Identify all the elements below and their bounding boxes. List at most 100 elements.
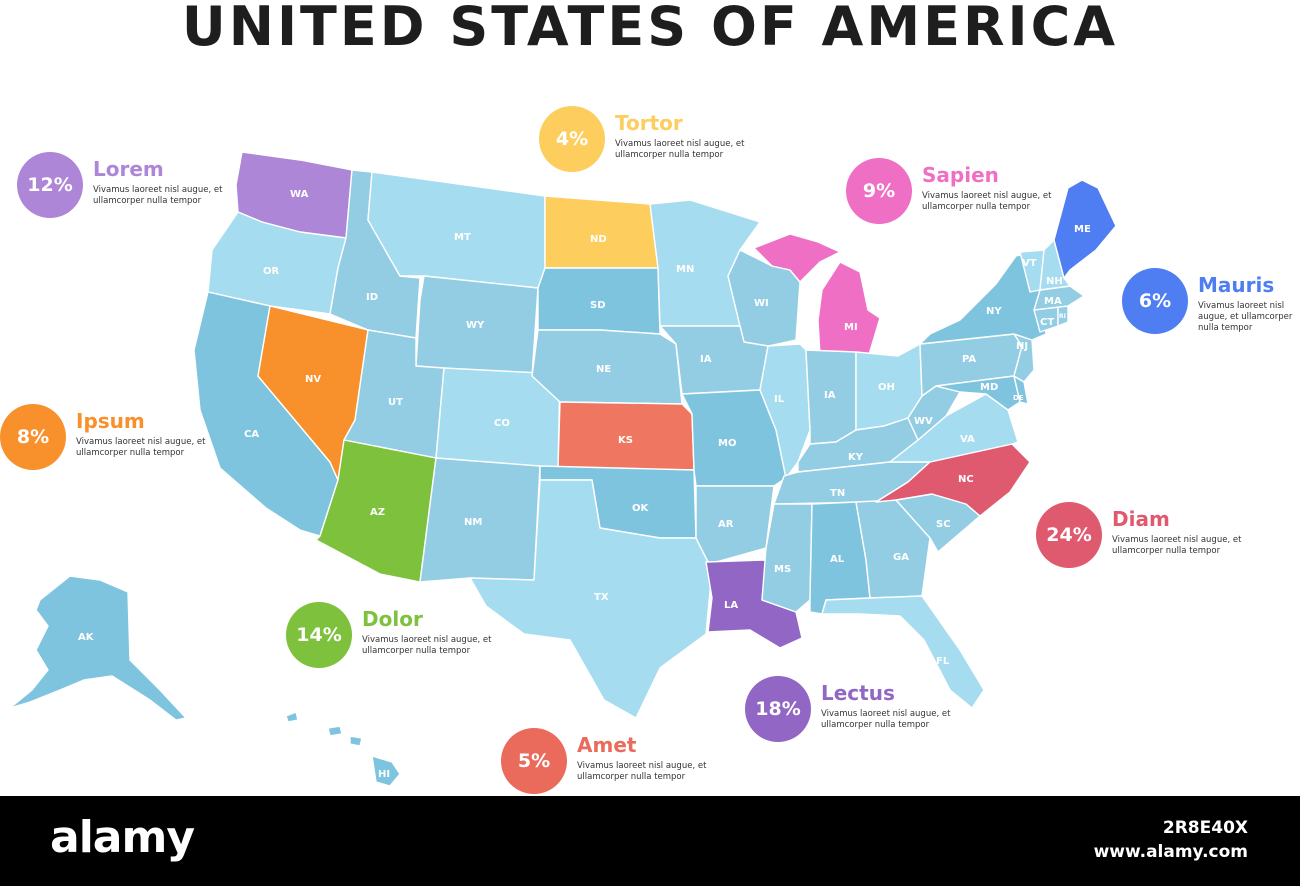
state-label-ok: OK [632,503,650,514]
callout-sapien-percent: 9% [846,158,912,224]
callout-mauris-desc: Vivamus laoreet nisl augue, et ullamcorp… [1198,301,1293,333]
state-label-wi: WI [754,298,769,309]
state-in[interactable]: IA [805,349,857,445]
state-label-nv: NV [305,374,321,385]
state-label-mn: MN [676,264,694,275]
state-label-nj: NJ [1016,341,1028,352]
state-label-ct: CT [1040,317,1054,328]
state-label-ks: KS [618,435,633,446]
state-wy[interactable]: WY [415,275,539,377]
state-me[interactable]: ME [1053,179,1117,279]
callout-amet-label: Amet [577,733,637,757]
state-label-de: DE [1013,394,1024,402]
callout-sapien-label: Sapien [922,163,999,187]
state-ks[interactable]: KS [557,401,695,471]
state-label-id: ID [366,292,378,303]
callout-lorem-label: Lorem [93,157,164,181]
state-label-ca: CA [244,429,259,440]
state-label-ms: MS [774,564,791,575]
us-map: WA OR CA ID NV MT WY UT CO AZ NM ND SD N… [9,151,1117,787]
state-label-wa: WA [290,189,309,200]
state-tx[interactable]: TX [469,479,713,719]
state-nd[interactable]: ND [544,195,659,269]
state-label-al: AL [830,554,845,565]
state-label-vt: VT [1022,258,1037,269]
footer-image-id: 2R8E40X [1162,818,1248,838]
callout-tortor: 4% Tortor Vivamus laoreet nisl augue, et… [539,106,769,176]
state-label-nc: NC [958,474,974,485]
callout-ipsum: 8% Ipsum Vivamus laoreet nisl augue, et … [0,404,230,474]
callout-sapien: 9% Sapien Vivamus laoreet nisl augue, et… [846,158,1076,228]
state-label-ny: NY [986,306,1002,317]
footer-bar [0,796,1300,886]
state-label-ut: UT [388,397,403,408]
state-label-nm: NM [464,517,482,528]
state-label-in: IA [824,390,836,401]
state-label-or: OR [263,266,280,277]
callout-mauris-percent: 6% [1122,268,1188,334]
state-label-ri: RI [1059,313,1066,320]
callout-lectus-desc: Vivamus laoreet nisl augue, et ullamcorp… [821,709,951,730]
state-hi[interactable]: HI [285,711,401,787]
callout-ipsum-desc: Vivamus laoreet nisl augue, et ullamcorp… [76,437,206,458]
callout-sapien-desc: Vivamus laoreet nisl augue, et ullamcorp… [922,191,1052,212]
callout-amet-desc: Vivamus laoreet nisl augue, et ullamcorp… [577,761,707,782]
state-label-co: CO [494,418,510,429]
callout-ipsum-label: Ipsum [76,409,145,433]
callout-diam-label: Diam [1112,507,1170,531]
callout-dolor-desc: Vivamus laoreet nisl augue, et ullamcorp… [362,635,492,656]
footer-logo: alamy [50,812,195,863]
state-label-ia: IA [700,354,712,365]
callout-lectus-label: Lectus [821,681,895,705]
state-fl[interactable]: FL [821,595,985,709]
state-label-ar: AR [718,519,734,530]
state-label-la: LA [724,600,738,611]
state-label-nh: NH [1046,276,1063,287]
state-label-az: AZ [370,507,385,518]
state-ne[interactable]: NE [531,329,683,405]
state-label-sd: SD [590,300,606,311]
state-ak[interactable]: AK [9,575,187,721]
callout-amet-percent: 5% [501,728,567,794]
callout-tortor-percent: 4% [539,106,605,172]
state-label-ky: KY [848,452,864,463]
state-nh[interactable]: NH [1039,239,1071,291]
callout-mauris-label: Mauris [1198,273,1275,297]
map-title: UNITED STATES OF AMERICA [181,0,1119,58]
state-label-va: VA [960,434,975,445]
state-label-mo: MO [718,438,736,449]
state-label-hi: HI [378,769,390,780]
callout-lectus: 18% Lectus Vivamus laoreet nisl augue, e… [745,676,975,746]
callout-mauris: 6% Mauris Vivamus laoreet nisl augue, et… [1122,268,1300,338]
state-ri[interactable]: RI [1057,305,1069,327]
callout-dolor-label: Dolor [362,607,423,631]
callout-lorem-percent: 12% [17,152,83,218]
callout-ipsum-percent: 8% [0,404,66,470]
state-label-wv: WV [914,416,933,427]
state-label-md: MD [980,382,998,393]
state-label-mt: MT [454,232,471,243]
state-label-pa: PA [962,354,976,365]
state-label-tx: TX [594,592,609,603]
state-label-me: ME [1074,224,1091,235]
state-label-ne: NE [596,364,611,375]
state-sd[interactable]: SD [537,267,661,335]
state-label-fl: FL [936,656,950,667]
callout-tortor-desc: Vivamus laoreet nisl augue, et ullamcorp… [615,139,745,160]
state-label-tn: TN [830,488,845,499]
footer-site: www.alamy.com [1093,842,1248,862]
state-mi[interactable]: MI [753,233,881,359]
state-label-nd: ND [590,234,607,245]
state-label-ma: MA [1044,296,1062,307]
state-nc[interactable]: NC [875,443,1031,517]
state-label-il: IL [774,394,785,405]
state-nm[interactable]: NM [419,457,541,583]
state-va[interactable]: VA [889,393,1019,463]
callout-lorem: 12% Lorem Vivamus laoreet nisl augue, et… [17,152,247,222]
state-label-oh: OH [878,382,895,393]
callout-lectus-percent: 18% [745,676,811,742]
callout-amet: 5% Amet Vivamus laoreet nisl augue, et u… [501,728,731,798]
state-ar[interactable]: AR [695,485,775,571]
callout-lorem-desc: Vivamus laoreet nisl augue, et ullamcorp… [93,185,223,206]
state-label-wy: WY [466,320,485,331]
